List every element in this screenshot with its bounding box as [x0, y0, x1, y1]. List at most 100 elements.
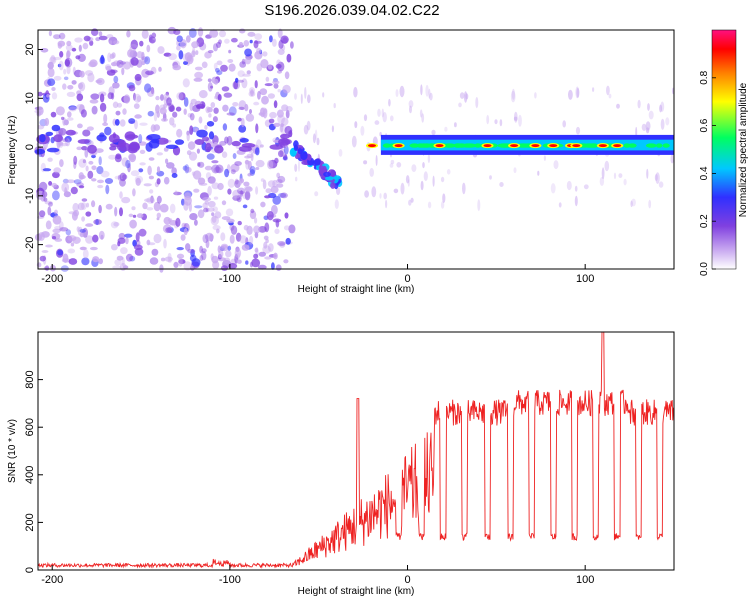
spectrogram-noise-cell [54, 238, 63, 242]
spectrogram-noise-cell [151, 248, 159, 256]
spectrogram-hot-spot [549, 144, 558, 148]
spectrogram-noise-cell [97, 179, 104, 184]
spectrogram-noise-cell [192, 170, 202, 180]
spectrogram-faint-cell [405, 175, 410, 184]
spectrogram-noise-cell [283, 259, 289, 264]
spectrogram-noise-cell [98, 204, 102, 214]
spectrogram-noise-cell [253, 253, 259, 259]
spectrogram-y-tick-label: -20 [24, 237, 36, 253]
spectrogram-faint-cell [660, 118, 665, 130]
spectrogram-noise-cell [237, 79, 245, 83]
snr-x-tick-label: -100 [219, 574, 241, 586]
spectrogram-streak-cell [332, 175, 341, 180]
spectrogram-faint-cell [646, 168, 649, 179]
spectrogram-noise-cell [290, 41, 294, 49]
spectrogram-y-tick-label: 0 [24, 144, 36, 150]
spectrogram-noise-cell [119, 61, 126, 65]
spectrogram-faint-cell [322, 92, 325, 98]
spectrogram-noise-cell [264, 83, 273, 87]
colorbar-tick-label: 0.0 [699, 262, 710, 276]
spectrogram-noise-cell [204, 165, 213, 171]
spectrogram-noise-cell [204, 124, 208, 130]
spectrogram-noise-cell [79, 174, 86, 180]
spectrogram-noise-cell [142, 202, 148, 210]
spectrogram-noise-cell [225, 208, 234, 217]
spectrogram-noise-cell [129, 219, 137, 229]
spectrogram-noise-cell [282, 156, 288, 161]
snr-y-tick-label: 800 [24, 370, 36, 388]
spectrogram-noise-cell [66, 179, 76, 184]
spectrogram-noise-cell [105, 65, 112, 71]
spectrogram-noise-cell [127, 163, 131, 173]
spectrogram-noise-cell [58, 32, 66, 40]
colorbar-tick-label: 0.4 [699, 166, 710, 180]
spectrogram-noise-cell [216, 228, 220, 234]
spectrogram-noise-cell [92, 234, 99, 243]
spectrogram-track-cell [474, 143, 482, 148]
spectrogram-noise-cell [275, 63, 282, 69]
spectrogram-noise-cell [153, 233, 162, 244]
spectrogram-band-cell [146, 134, 161, 141]
spectrogram-faint-cell [420, 84, 423, 96]
spectrogram-faint-cell [510, 90, 516, 103]
spectrogram-noise-cell [134, 175, 144, 184]
spectrogram-noise-cell [103, 113, 108, 124]
spectrogram-noise-cell [203, 207, 209, 213]
spectrogram-noise-cell [149, 189, 154, 194]
spectrogram-noise-cell [159, 203, 169, 213]
spectrogram-faint-cell [314, 191, 319, 197]
spectrogram-band-cell [231, 140, 241, 147]
spectrogram-noise-cell [76, 104, 85, 111]
spectrogram-noise-cell [262, 179, 267, 190]
spectrogram-noise-cell [249, 87, 255, 94]
spectrogram-noise-cell [121, 157, 129, 167]
spectrogram-noise-cell [70, 186, 78, 195]
spectrogram-noise-cell [57, 63, 62, 68]
spectrogram-faint-cell [489, 175, 492, 180]
spectrogram-noise-cell [279, 242, 286, 248]
spectrogram-noise-cell [90, 93, 100, 100]
spectrogram-noise-cell [171, 173, 178, 178]
spectrogram-noise-cell [228, 263, 238, 269]
spectrogram-faint-cell [375, 155, 378, 166]
spectrogram-noise-cell [56, 140, 61, 150]
spectrogram-noise-cell [196, 103, 205, 109]
spectrogram-noise-cell [125, 159, 131, 169]
spectrogram-faint-cell [606, 85, 610, 96]
spectrogram-noise-cell [232, 80, 240, 90]
spectrogram-noise-cell [122, 108, 127, 115]
spectrogram-track-cell [461, 143, 478, 148]
spectrogram-noise-cell [220, 265, 229, 271]
spectrogram-noise-cell [224, 168, 230, 178]
spectrogram-noise-cell [81, 146, 88, 151]
spectrogram-band-cell [174, 139, 185, 145]
spectrogram-noise-cell [119, 119, 126, 127]
spectrogram-noise-cell [49, 56, 57, 65]
spectrogram-frame [37, 29, 675, 270]
spectrogram-track-cell [656, 143, 663, 148]
spectrogram-faint-cell [641, 123, 647, 131]
spectrogram-noise-cell [174, 190, 178, 196]
spectrogram-noise-cell [218, 249, 224, 259]
spectrogram-faint-cell [513, 167, 517, 174]
spectrogram-noise-cell [82, 129, 91, 137]
spectrogram-noise-cell [87, 170, 94, 179]
spectrogram-noise-cell [194, 71, 204, 79]
spectrogram-noise-cell [97, 184, 104, 189]
spectrogram-noise-cell [59, 142, 69, 147]
spectrogram-noise-cell [280, 192, 288, 199]
spectrogram-noise-cell [163, 238, 167, 249]
spectrogram-noise-cell [165, 227, 173, 233]
spectrogram-noise-cell [125, 237, 129, 245]
spectrogram-noise-cell [53, 56, 62, 61]
spectrogram-faint-cell [399, 85, 405, 98]
spectrogram-faint-cell [351, 135, 357, 148]
spectrogram-band-cell [196, 129, 208, 138]
spectrogram-noise-cell [140, 56, 149, 63]
spectrogram-track-cell [428, 143, 436, 148]
spectrogram-noise-cell [147, 242, 156, 246]
spectrogram-noise-cell [64, 58, 70, 67]
spectrogram-noise-cell [122, 174, 128, 180]
spectrogram-noise-cell [57, 40, 66, 47]
spectrogram-noise-cell [96, 166, 104, 175]
